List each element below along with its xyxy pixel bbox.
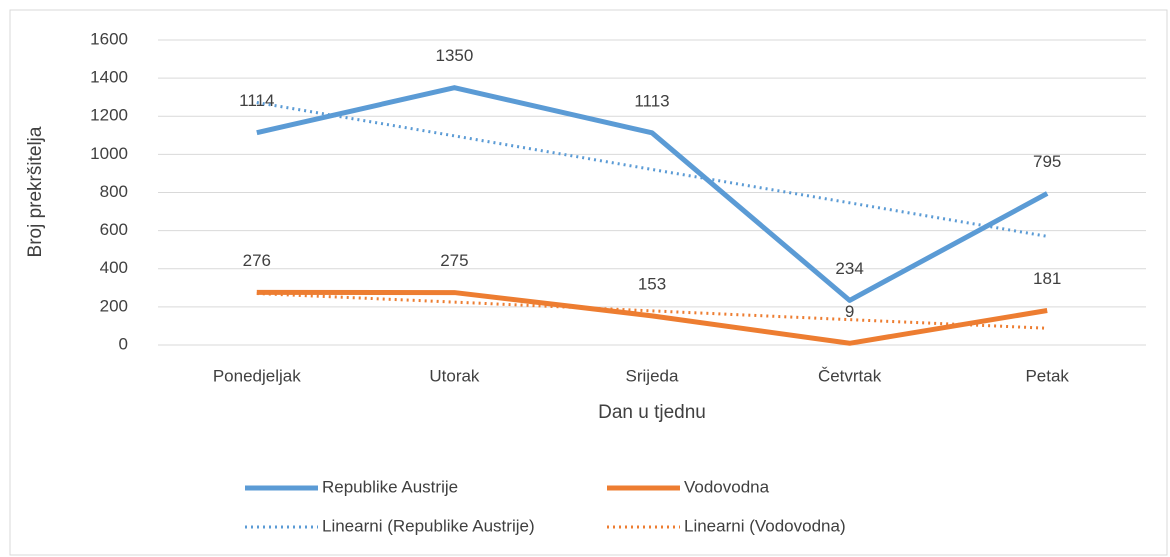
- data-label: 181: [1033, 269, 1061, 288]
- y-tick-label: 400: [100, 258, 128, 277]
- data-label: 795: [1033, 152, 1061, 171]
- data-label: 1113: [634, 91, 669, 110]
- legend-label: Vodovodna: [684, 477, 770, 496]
- legend-label: Linearni (Vodovodna): [684, 516, 846, 535]
- x-tick-label: Utorak: [429, 366, 480, 385]
- x-axis-title: Dan u tjednu: [598, 402, 706, 423]
- y-tick-label: 0: [119, 334, 128, 353]
- trend-line: [256, 101, 1048, 238]
- y-tick-label: 1000: [90, 144, 128, 163]
- data-label: 275: [440, 251, 468, 270]
- y-tick-label: 800: [100, 182, 128, 201]
- x-tick-label: Petak: [1025, 366, 1069, 385]
- series-line: [256, 289, 1048, 346]
- y-tick-label: 600: [100, 220, 128, 239]
- y-tick-label: 1600: [90, 29, 128, 48]
- series-line: [256, 85, 1049, 303]
- legend-label: Linearni (Republike Austrije): [322, 516, 535, 535]
- chart-border: [9, 9, 1168, 556]
- y-tick-label: 1200: [90, 106, 128, 125]
- legend-label: Republike Austrije: [322, 477, 458, 496]
- data-label: 276: [243, 251, 271, 270]
- x-tick-label: Srijeda: [626, 366, 679, 385]
- data-label: 9: [845, 302, 854, 321]
- y-tick-label: 200: [100, 296, 128, 315]
- data-label: 1350: [435, 46, 473, 65]
- data-label: 153: [638, 274, 666, 293]
- y-axis-title: Broj prekršitelja: [25, 126, 46, 257]
- data-label: 234: [835, 259, 863, 278]
- x-tick-label: Četvrtak: [818, 366, 882, 385]
- data-label: 1114: [239, 91, 274, 110]
- y-tick-label: 1400: [90, 68, 128, 87]
- x-tick-label: Ponedjeljak: [213, 366, 301, 385]
